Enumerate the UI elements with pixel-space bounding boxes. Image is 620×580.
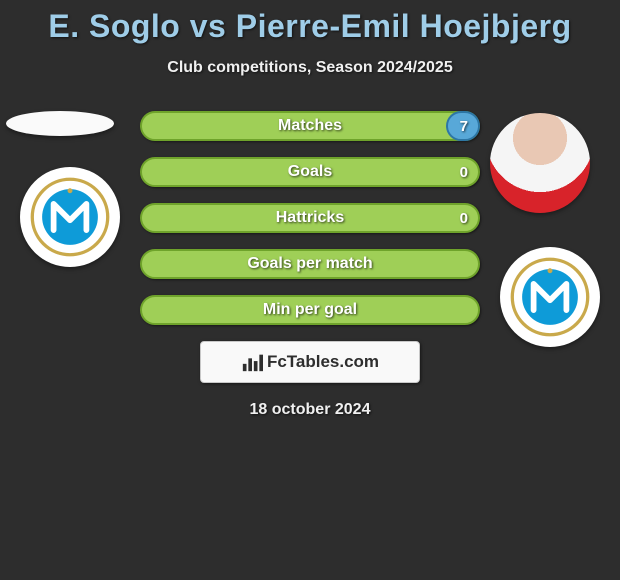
stat-bar-label: Hattricks — [140, 203, 480, 233]
stat-bar-row: Matches7 — [140, 111, 480, 141]
stat-bar-label: Min per goal — [140, 295, 480, 325]
bars-icon — [241, 351, 263, 373]
page-title: E. Soglo vs Pierre-Emil Hoejbjerg — [0, 0, 620, 45]
stat-bars: Matches7Goals0Hattricks0Goals per matchM… — [140, 111, 480, 341]
stat-bar-label: Goals — [140, 157, 480, 187]
stat-bar-row: Min per goal — [140, 295, 480, 325]
stat-bar-value: 7 — [460, 111, 468, 141]
stat-bar-label: Goals per match — [140, 249, 480, 279]
watermark-text: FcTables.com — [267, 352, 379, 372]
stat-bar-value: 0 — [460, 157, 468, 187]
stat-bar-label: Matches — [140, 111, 480, 141]
player-right-crest — [500, 247, 600, 347]
comparison-date: 18 october 2024 — [0, 401, 620, 419]
stat-bar-row: Goals per match — [140, 249, 480, 279]
player-right-photo — [490, 113, 590, 213]
stat-bar-row: Goals0 — [140, 157, 480, 187]
page-subtitle: Club competitions, Season 2024/2025 — [0, 59, 620, 77]
marseille-crest-icon — [500, 247, 600, 347]
player-left-crest — [20, 167, 120, 267]
comparison-stage: Matches7Goals0Hattricks0Goals per matchM… — [0, 95, 620, 565]
stat-bar-value: 0 — [460, 203, 468, 233]
player-left-photo — [6, 111, 114, 136]
watermark: FcTables.com — [200, 341, 420, 383]
stat-bar-row: Hattricks0 — [140, 203, 480, 233]
marseille-crest-icon — [20, 167, 120, 267]
